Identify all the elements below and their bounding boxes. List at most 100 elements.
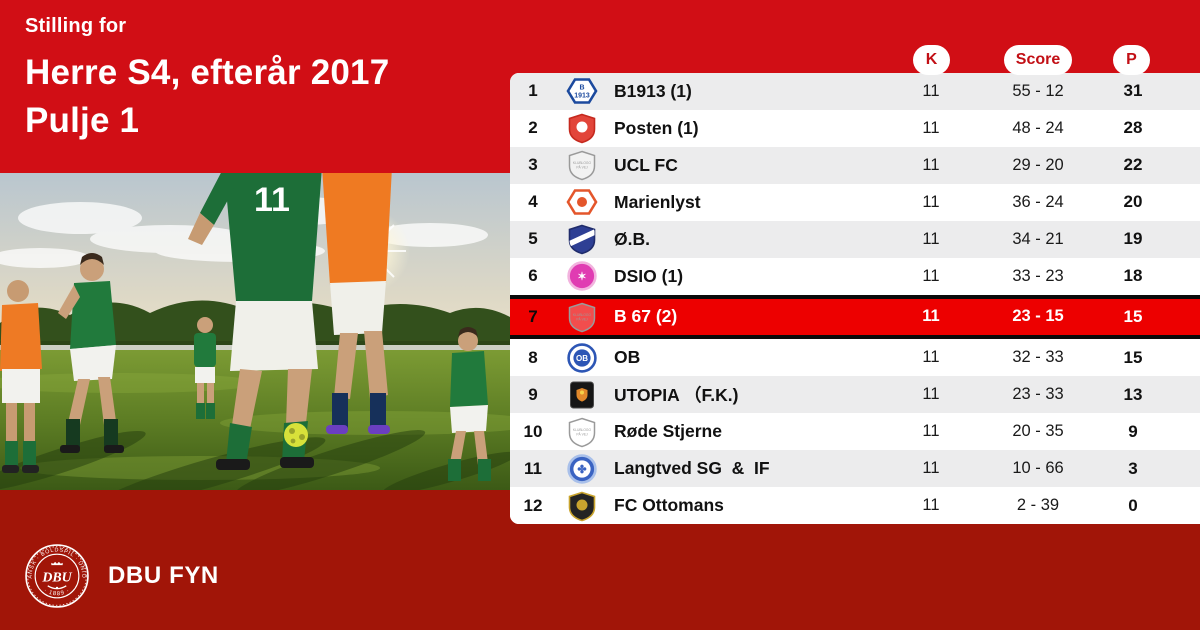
row-matches: 11 bbox=[922, 496, 940, 515]
team-logo-icon: ✶ bbox=[567, 261, 597, 291]
table-row[interactable]: 2 Posten (1) 11 48 - 24 28 bbox=[510, 109, 1200, 147]
row-matches: 11 bbox=[922, 192, 940, 211]
team-name: UCL FC bbox=[614, 154, 678, 175]
row-matches: 11 bbox=[922, 81, 940, 100]
team-logo bbox=[556, 186, 608, 218]
soccer-scene-illustration: 11 bbox=[0, 173, 510, 490]
team-logo bbox=[556, 112, 608, 144]
team-logo: KLUBLOGO PÅ VEJ bbox=[556, 149, 608, 181]
row-points: 0 bbox=[1128, 495, 1138, 515]
column-header-p: P bbox=[1113, 45, 1150, 75]
svg-text:KLUBLOGO: KLUBLOGO bbox=[573, 428, 592, 432]
row-matches: 11 bbox=[922, 385, 940, 404]
team-logo-icon bbox=[568, 114, 596, 144]
team-logo-icon: ✤ bbox=[567, 453, 597, 484]
table-row[interactable]: 7 KLUBLOGO PÅ VEJ B 67 (2) 11 23 - 15 15 bbox=[510, 294, 1200, 340]
svg-text:B: B bbox=[579, 85, 584, 92]
standings-rows: 1 B 1913 B1913 (1) 11 55 - 12 31 2 Posten… bbox=[510, 73, 1200, 524]
title-block: Stilling for Herre S4, efterår 2017 Pulj… bbox=[25, 15, 389, 145]
row-position: 1 bbox=[528, 81, 538, 101]
row-points: 22 bbox=[1123, 155, 1143, 175]
column-header-score: Score bbox=[1004, 45, 1072, 75]
player-figure bbox=[58, 253, 124, 453]
team-name: Røde Stjerne bbox=[614, 421, 722, 442]
table-row[interactable]: 6 ✶ DSIO (1) 11 33 - 23 18 bbox=[510, 257, 1200, 295]
player-figure bbox=[322, 173, 392, 434]
row-score: 10 - 66 bbox=[1012, 459, 1064, 478]
row-position: 10 bbox=[523, 421, 543, 441]
table-row[interactable]: 12 FC Ottomans 11 2 - 39 0 bbox=[510, 487, 1200, 524]
footer-brand: DANSK · BOLDSPIL · UNION · 1889 · DBU DB… bbox=[24, 541, 219, 611]
table-row[interactable]: 5 Ø.B. 11 34 - 21 19 bbox=[510, 220, 1200, 258]
row-points: 15 bbox=[1123, 306, 1143, 326]
dbu-crest-logo: DANSK · BOLDSPIL · UNION · 1889 · DBU bbox=[24, 543, 89, 608]
table-row[interactable]: 11 ✤ Langtved SG & IF 11 10 - 66 3 bbox=[510, 450, 1200, 488]
player-figure bbox=[194, 317, 216, 419]
row-matches: 11 bbox=[922, 348, 940, 367]
row-matches: 11 bbox=[922, 459, 940, 478]
row-points: 31 bbox=[1123, 81, 1143, 101]
page-subtitle: Pulje 1 bbox=[25, 101, 140, 140]
row-matches: 11 bbox=[922, 422, 940, 441]
row-score: 34 - 21 bbox=[1012, 229, 1064, 248]
team-name: Ø.B. bbox=[614, 228, 650, 249]
row-position: 2 bbox=[528, 118, 538, 138]
row-position: 7 bbox=[528, 306, 538, 326]
table-row[interactable]: 4 Marienlyst 11 36 - 24 20 bbox=[510, 183, 1200, 221]
row-score: 23 - 33 bbox=[1012, 385, 1064, 404]
row-score: 20 - 35 bbox=[1012, 422, 1064, 441]
svg-text:PÅ VEJ: PÅ VEJ bbox=[576, 165, 588, 170]
team-logo-icon bbox=[568, 491, 596, 521]
team-logo-icon bbox=[570, 381, 594, 409]
team-name: B1913 (1) bbox=[614, 80, 692, 101]
team-logo: ✶ bbox=[556, 260, 608, 292]
row-score: 55 - 12 bbox=[1012, 81, 1064, 100]
team-name: Marienlyst bbox=[614, 191, 701, 212]
table-row[interactable]: 1 B 1913 B1913 (1) 11 55 - 12 31 bbox=[510, 73, 1200, 110]
row-score: 36 - 24 bbox=[1012, 192, 1064, 211]
svg-text:PÅ VEJ: PÅ VEJ bbox=[576, 316, 588, 321]
team-logo-icon: OB bbox=[567, 343, 597, 373]
table-row[interactable]: 8 OB OB 11 32 - 33 15 bbox=[510, 339, 1200, 377]
team-logo-icon: B1913 bbox=[566, 78, 598, 105]
standings-table: 1 B 1913 B1913 (1) 11 55 - 12 31 2 Posten… bbox=[510, 73, 1200, 524]
team-logo: KLUBLOGO PÅ VEJ bbox=[556, 301, 608, 333]
row-points: 20 bbox=[1123, 192, 1143, 212]
row-score: 29 - 20 bbox=[1012, 155, 1064, 174]
row-points: 15 bbox=[1123, 347, 1143, 367]
table-row[interactable]: 9 UTOPIA （F.K.) 11 23 - 33 13 bbox=[510, 376, 1200, 414]
team-logo: KLUBLOGO PÅ VEJ bbox=[556, 416, 608, 448]
svg-text:KLUBLOGO: KLUBLOGO bbox=[573, 161, 592, 165]
row-score: 2 - 39 bbox=[1016, 496, 1060, 515]
table-row[interactable]: 10 KLUBLOGO PÅ VEJ Røde Stjerne 11 20 - 3… bbox=[510, 413, 1200, 451]
brand-name: DBU FYN bbox=[108, 562, 219, 589]
row-position: 5 bbox=[528, 229, 538, 249]
team-logo bbox=[556, 379, 608, 411]
team-logo-icon bbox=[566, 189, 598, 216]
row-points: 28 bbox=[1123, 118, 1143, 138]
player-figure bbox=[0, 280, 42, 473]
row-position: 8 bbox=[528, 347, 538, 367]
team-name: Posten (1) bbox=[614, 117, 699, 138]
row-position: 9 bbox=[528, 384, 538, 404]
team-logo bbox=[556, 223, 608, 255]
team-logo: B 1913 bbox=[556, 75, 608, 107]
table-row[interactable]: 3 KLUBLOGO PÅ VEJ UCL FC 11 29 - 20 22 bbox=[510, 146, 1200, 184]
soccer-ball bbox=[284, 423, 308, 447]
row-matches: 11 bbox=[922, 155, 940, 174]
player-figure bbox=[448, 327, 491, 481]
row-points: 19 bbox=[1123, 229, 1143, 249]
row-position: 11 bbox=[524, 458, 542, 478]
row-matches: 11 bbox=[922, 118, 940, 137]
row-score: 32 - 33 bbox=[1012, 348, 1064, 367]
row-points: 13 bbox=[1123, 384, 1143, 404]
svg-text:1913: 1913 bbox=[574, 93, 590, 100]
row-position: 4 bbox=[528, 192, 538, 212]
svg-text:✤: ✤ bbox=[577, 464, 586, 476]
svg-text:PÅ VEJ: PÅ VEJ bbox=[576, 431, 588, 436]
svg-text:KLUBLOGO: KLUBLOGO bbox=[573, 313, 592, 317]
crest-year-text: · 1889 · bbox=[43, 588, 71, 598]
